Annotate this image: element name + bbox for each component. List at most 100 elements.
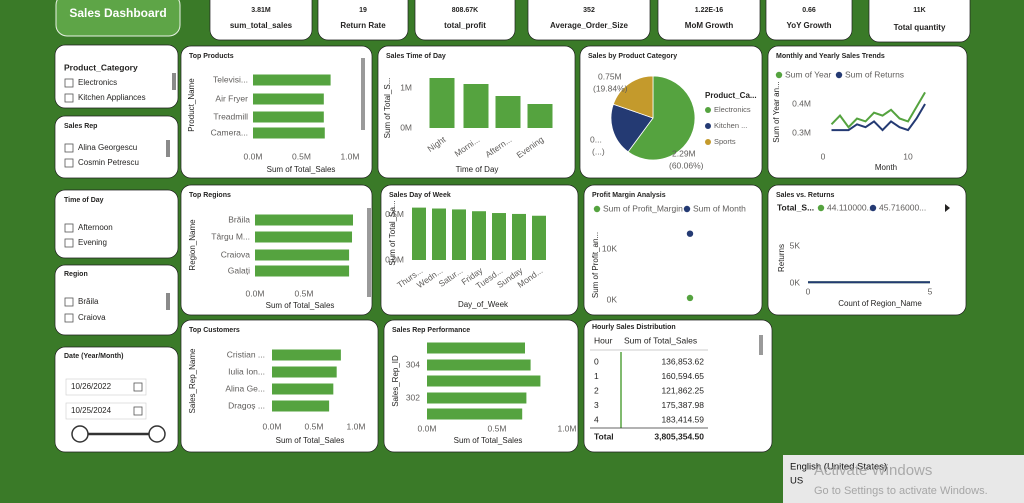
date-value[interactable]: 10/26/2022: [71, 382, 112, 391]
checkbox[interactable]: [64, 238, 74, 248]
pie-slice: [612, 75, 654, 119]
legend-label: Sum of Profit_Margin: [603, 203, 683, 213]
slicer-title: Time of Day: [64, 197, 104, 204]
slicer-card: [54, 346, 179, 453]
column-header: Sum of Total_Sales: [624, 335, 697, 345]
checkbox[interactable]: [64, 93, 74, 103]
x-tick-label: 10: [903, 151, 913, 161]
category-label: Air Fryer: [215, 93, 248, 103]
data-label: 0...: [590, 134, 602, 144]
x-tick-label: 0.5M: [292, 151, 311, 161]
calendar-icon: [133, 406, 143, 416]
calendar-icon: [133, 382, 143, 392]
x-tick-label: 0.0M: [418, 423, 437, 433]
checkbox[interactable]: [64, 313, 74, 323]
title-button[interactable]: [55, 0, 181, 37]
x-tick-label: 0.0M: [244, 151, 263, 161]
checkbox[interactable]: [64, 143, 74, 153]
date-input[interactable]: [65, 378, 147, 396]
slicer-item[interactable]: Brăila: [78, 297, 99, 306]
bar: [255, 265, 350, 277]
slider-handle[interactable]: [71, 425, 89, 443]
slicer-card: [54, 189, 179, 259]
legend-label: Sum of Month: [693, 203, 746, 213]
bar: [532, 215, 546, 260]
bar: [272, 349, 341, 361]
category-label: Craiova: [221, 249, 251, 259]
bar: [495, 96, 521, 128]
bar: [272, 383, 334, 395]
legend-marker: [869, 204, 877, 212]
checkbox[interactable]: [64, 78, 74, 88]
checkbox[interactable]: [64, 223, 74, 233]
checkbox[interactable]: [64, 158, 74, 168]
date-input[interactable]: [65, 402, 147, 420]
scrollbar: [361, 58, 365, 130]
table-card: [583, 319, 773, 453]
checkbox[interactable]: [64, 297, 74, 307]
kpi-value: 0.66: [802, 7, 816, 14]
slider-handle[interactable]: [148, 425, 166, 443]
x-tick-label: 0.5M: [295, 288, 314, 298]
bar: [272, 366, 337, 378]
line-series: [831, 103, 926, 132]
x-axis-label: Sum of Total_Sales: [276, 436, 345, 445]
category-label: 302: [406, 392, 420, 402]
slicer-item[interactable]: Cosmin Petrescu: [78, 158, 139, 167]
bar: [427, 408, 523, 420]
slicer-card: [54, 44, 179, 109]
x-axis-label: Month: [875, 163, 897, 172]
y-tick-label: 10K: [602, 243, 617, 253]
slicer-title: Region: [64, 271, 88, 278]
slicer-item[interactable]: Kitchen Appliances: [78, 93, 146, 102]
bar: [472, 211, 486, 260]
y-tick-label: 0K: [607, 294, 618, 304]
kpi-value: 808.67K: [452, 7, 478, 14]
kpi-card: [527, 0, 651, 41]
category-label: 304: [406, 359, 420, 369]
kpi-card: [209, 0, 313, 41]
x-tick-label: 0.0M: [263, 421, 282, 431]
category-label: Treadmill: [213, 111, 248, 121]
data-label: (...): [592, 146, 605, 156]
table-cell: 0: [594, 356, 599, 366]
scrollbar: [166, 293, 170, 310]
kpi-value: 19: [359, 7, 367, 14]
slicer-item[interactable]: Electronics: [78, 78, 117, 87]
legend-label: 44.110000...: [827, 202, 874, 212]
legend-arrow[interactable]: [945, 204, 950, 212]
y-axis-label: Sum of Total_Sa...: [388, 200, 397, 265]
slicer-item[interactable]: Craiova: [78, 313, 106, 322]
y-tick-label: 0.4M: [792, 98, 811, 108]
category-label: Camera...: [211, 127, 248, 137]
slicer-item[interactable]: Alina Georgescu: [78, 143, 137, 152]
visual-card: [583, 184, 763, 316]
visual-title: Hourly Sales Distribution: [592, 324, 676, 331]
slicer-item[interactable]: Evening: [78, 238, 107, 247]
scrollbar: [172, 73, 176, 90]
kpi-value: 11K: [913, 7, 925, 14]
table-total: 3,805,354.50: [654, 431, 704, 441]
bar: [412, 207, 426, 260]
language-bar: [783, 455, 1024, 503]
date-value[interactable]: 10/25/2024: [71, 406, 112, 415]
y-tick-label: 0K: [790, 277, 801, 287]
bar: [427, 375, 541, 387]
kpi-value: 3.81M: [251, 7, 271, 14]
slicer-item[interactable]: Afternoon: [78, 223, 113, 232]
table-cell: 1: [594, 371, 599, 381]
bar: [429, 78, 455, 128]
legend-label: Sum of Returns: [845, 69, 904, 79]
scrollbar: [166, 140, 170, 157]
visual-title: Sales Day of Week: [389, 192, 451, 199]
table-cell: 175,387.98: [661, 400, 704, 410]
legend-label: 45.716000...: [879, 202, 926, 212]
kpi-label: MoM Growth: [685, 21, 734, 30]
bar: [253, 111, 324, 123]
slicer-card: [54, 115, 179, 179]
y-axis-label: Region_Name: [188, 219, 197, 271]
x-axis-label: Sum of Total_Sales: [266, 301, 335, 310]
legend-label: Sports: [714, 137, 736, 146]
watermark-text: Go to Settings to activate Windows.: [814, 485, 988, 497]
dashboard-title: Sales Dashboard: [69, 6, 166, 20]
